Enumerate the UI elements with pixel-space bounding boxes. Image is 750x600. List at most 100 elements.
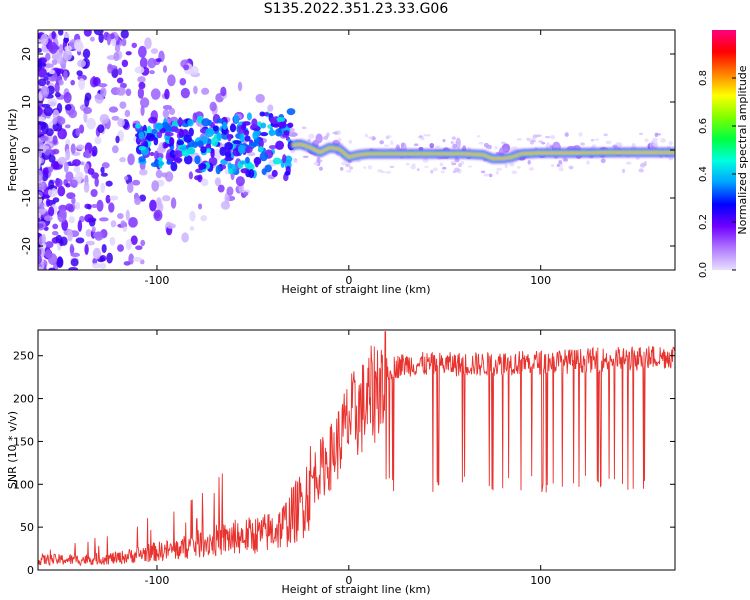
spectrogram-noise-blob — [244, 146, 253, 153]
spectrogram-noise-blob — [235, 176, 245, 187]
spectrogram-noise-blob — [64, 124, 71, 129]
spectrogram-x-ticks: -100 0 100 — [144, 30, 551, 287]
spectrogram-noise-blob — [40, 135, 49, 142]
x-tick-label: -100 — [144, 274, 169, 287]
spectrogram-noise-blob — [516, 138, 522, 141]
spectrogram-noise-blob — [48, 179, 55, 190]
spectrogram-noise-blob — [250, 124, 259, 129]
spectrogram-noise-blob — [144, 37, 152, 50]
spectrogram-noise-blob — [125, 209, 130, 221]
spectrogram-noise-blob — [246, 112, 252, 121]
spectrogram-noise-blob — [271, 169, 278, 178]
spectrogram-noise-blob — [153, 150, 159, 160]
colorbar-tick-label: 0.6 — [698, 118, 709, 134]
spectrogram-noise-blob — [339, 142, 343, 146]
spectrogram-noise-blob — [117, 67, 123, 76]
spectrogram-noise-blob — [138, 145, 146, 151]
spectrogram-noise-blob — [155, 169, 163, 179]
spectrogram-noise-blob — [187, 146, 196, 155]
spectrogram-noise-blob — [85, 229, 92, 237]
spectrogram-noise-blob — [120, 220, 126, 228]
spectrogram-noise-blob — [293, 159, 298, 164]
spectrogram-noise-blob — [205, 128, 214, 138]
spectrogram-noise-blob — [108, 106, 119, 113]
spectrogram-noise-blob — [259, 140, 264, 148]
spectrogram-noise-blob — [63, 162, 69, 173]
spectrogram-noise-blob — [98, 33, 104, 44]
spectrogram-noise-blob — [253, 138, 260, 147]
spectrogram-noise-blob — [63, 37, 70, 43]
spectrogram-noise-blob — [336, 130, 342, 135]
spectrogram-noise-blob — [307, 138, 311, 142]
spectrogram-noise-blob — [322, 135, 328, 140]
spectrogram-noise-blob — [260, 122, 267, 129]
y-tick-label: 150 — [13, 435, 34, 448]
y-tick-label: -10 — [20, 189, 33, 207]
spectrogram-noise-blob — [315, 133, 323, 144]
spectrogram-noise-blob — [45, 52, 51, 61]
spectrogram-noise-blob — [277, 121, 287, 129]
spectrogram-noise-blob — [68, 266, 79, 270]
spectrogram-noise-blob — [586, 160, 590, 165]
spectrogram-noise-blob — [496, 167, 502, 171]
spectrogram-noise-blob — [154, 211, 161, 219]
spectrogram-noise-blob — [70, 258, 79, 267]
spectrogram-noise-blob — [603, 133, 608, 137]
spectrogram-noise-blob — [225, 149, 231, 155]
spectrogram-noise-blob — [590, 138, 595, 142]
spectrogram-noise-blob — [318, 166, 323, 171]
spectrogram-noise-blob — [317, 157, 321, 161]
spectrogram-noise-blob — [432, 167, 438, 172]
spectrogram-noise-blob — [545, 135, 551, 139]
spectrogram-noise-blob — [212, 125, 219, 132]
spectrogram-noise-blob — [197, 140, 204, 147]
spectrogram-noise-blob — [83, 106, 93, 115]
spectrogram-noise-blob — [110, 220, 117, 228]
spectrogram-noise-blob — [480, 170, 486, 174]
spectrogram-noise-blob — [340, 167, 344, 171]
spectrogram-noise-blob — [109, 33, 115, 40]
spectrogram-noise-blob — [222, 121, 228, 130]
spectrogram-noise-blob — [243, 129, 250, 136]
spectrogram-noise-blob — [64, 45, 73, 52]
spectrogram-noise-blob — [161, 172, 168, 178]
spectrogram-noise-blob — [612, 144, 618, 148]
spectrogram-noise-blob — [121, 38, 127, 47]
spectrogram-noise-blob — [94, 136, 102, 145]
spectrogram-noise-blob — [568, 165, 574, 170]
spectrogram-noise-blob — [116, 77, 124, 84]
spectrogram-noise-blob — [154, 122, 164, 130]
spectrogram-noise-blob — [538, 140, 543, 143]
spectrogram-noise-blob — [170, 161, 178, 172]
spectrogram-noise-blob — [452, 143, 458, 149]
spectrogram-noise-blob — [38, 266, 44, 270]
spectrogram-noise-blob — [90, 188, 98, 198]
spectrogram-noise-blob — [201, 178, 209, 187]
spectrogram-noise-blob — [395, 144, 400, 150]
spectrogram-noise-blob — [252, 131, 259, 140]
spectrogram-noise-blob — [47, 187, 58, 198]
spectrogram-noise-blob — [62, 49, 73, 61]
spectrogram-noise-blob — [308, 133, 315, 139]
spectrogram-noise-blob — [205, 143, 212, 150]
spectrogram-noise-blob — [488, 173, 493, 178]
spectrogram-noise-blob — [164, 88, 170, 100]
spectrogram-noise-blob — [117, 118, 125, 127]
spectrogram-noise-blob — [63, 92, 72, 104]
spectrogram-noise-blob — [41, 242, 47, 249]
spectrogram-noise-blob — [200, 146, 207, 154]
spectrogram-noise-blob — [48, 41, 58, 54]
spectrogram-noise-blob — [106, 252, 113, 264]
spectrogram-noise-blob — [123, 261, 131, 266]
spectrogram-noise-blob — [284, 171, 291, 176]
spectrogram-noise-blob — [97, 83, 108, 88]
spectrogram-noise-blob — [48, 267, 56, 270]
spectrogram-noise-blob — [529, 140, 535, 145]
spectrogram-noise-blob — [67, 229, 73, 242]
colorbar-tick-label: 0.0 — [698, 262, 709, 278]
spectrogram-noise-blob — [38, 254, 42, 265]
spectrogram-noise-blob — [386, 135, 392, 138]
spectrogram-noise-blob — [41, 121, 46, 128]
spectrogram-noise-blob — [38, 169, 43, 182]
spectrogram-noise-blob — [220, 86, 227, 97]
